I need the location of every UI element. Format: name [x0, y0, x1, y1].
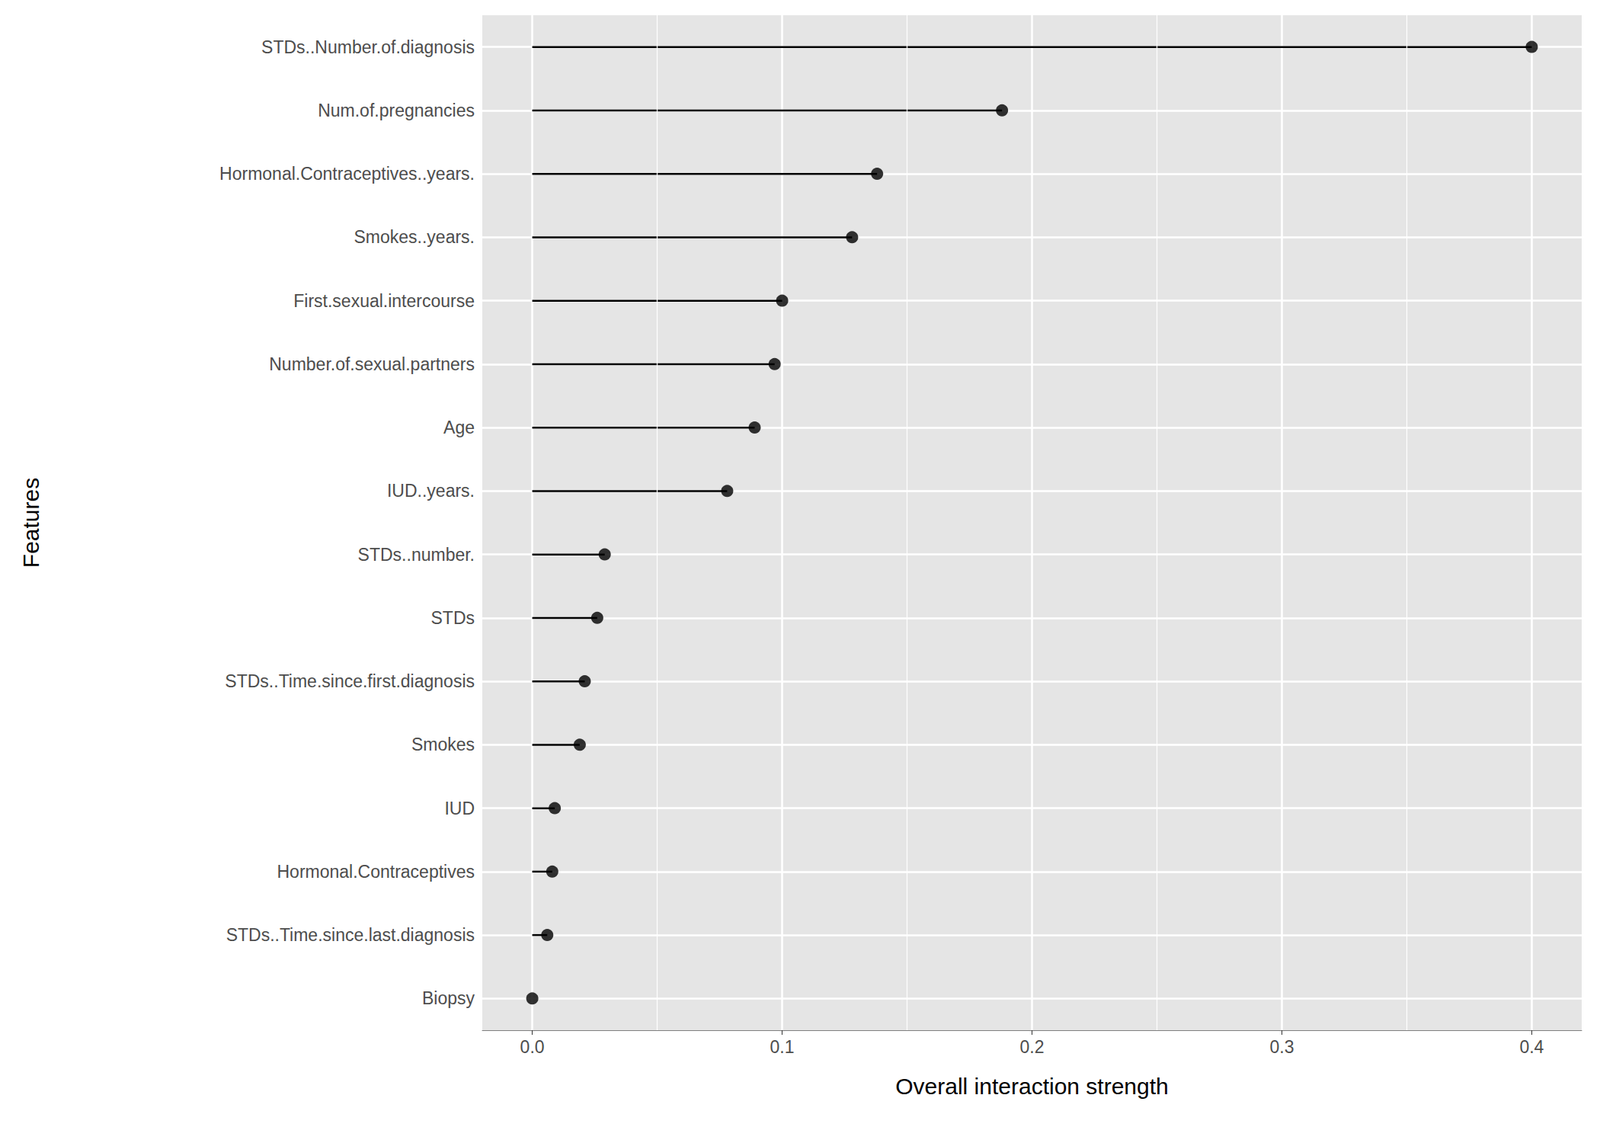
svg-text:Smokes..years.: Smokes..years.: [354, 227, 476, 247]
svg-text:Hormonal.Contraceptives..years: Hormonal.Contraceptives..years.: [219, 163, 475, 184]
svg-text:Biopsy: Biopsy: [422, 988, 476, 1008]
svg-text:First.sexual.intercourse: First.sexual.intercourse: [293, 291, 475, 311]
svg-text:Hormonal.Contraceptives: Hormonal.Contraceptives: [276, 861, 475, 882]
svg-text:Number.of.sexual.partners: Number.of.sexual.partners: [268, 354, 475, 375]
svg-text:STDs..Time.since.first.diagnos: STDs..Time.since.first.diagnosis: [224, 671, 475, 692]
svg-text:STDs..number.: STDs..number.: [358, 544, 475, 565]
svg-text:0.2: 0.2: [1020, 1036, 1045, 1057]
svg-text:0.3: 0.3: [1269, 1036, 1294, 1057]
svg-text:IUD..years.: IUD..years.: [387, 480, 475, 501]
svg-text:0.4: 0.4: [1519, 1036, 1544, 1057]
svg-text:Overall interaction strength: Overall interaction strength: [895, 1073, 1169, 1099]
svg-text:Num.of.pregnancies: Num.of.pregnancies: [317, 100, 475, 121]
svg-text:STDs..Number.of.diagnosis: STDs..Number.of.diagnosis: [261, 37, 475, 58]
svg-text:0.1: 0.1: [770, 1036, 795, 1057]
svg-text:Smokes: Smokes: [411, 734, 475, 755]
svg-text:0.0: 0.0: [520, 1036, 545, 1057]
svg-text:IUD: IUD: [444, 798, 475, 819]
svg-text:STDs: STDs: [431, 608, 476, 628]
svg-text:Features: Features: [18, 477, 44, 568]
svg-text:STDs..Time.since.last.diagnosi: STDs..Time.since.last.diagnosis: [226, 924, 475, 945]
svg-text:Age: Age: [443, 417, 475, 438]
